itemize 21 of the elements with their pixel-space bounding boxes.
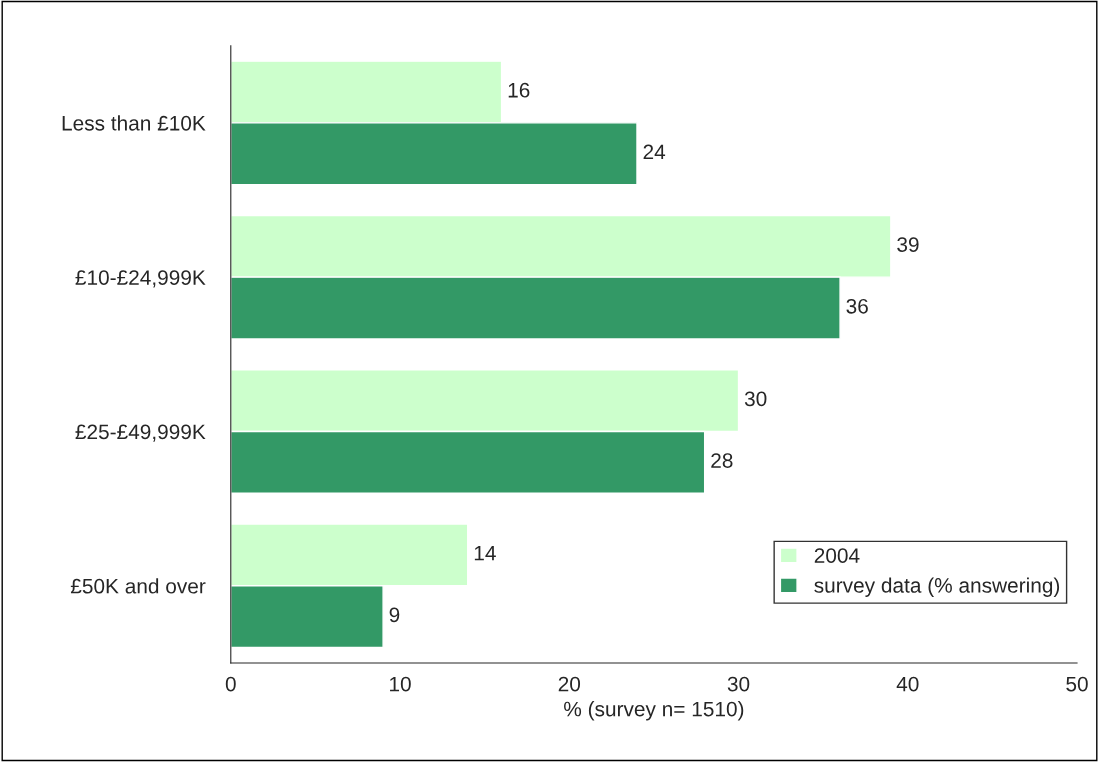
legend-label: survey data (% answering)	[814, 577, 1060, 597]
data-label: 16	[508, 82, 530, 98]
y-tick-label: £25-£49,999K	[75, 424, 206, 442]
x-tick-label: 40	[896, 676, 919, 692]
data-label: 36	[846, 298, 868, 314]
data-label: 24	[643, 144, 666, 160]
x-tick-label: 0	[225, 676, 236, 692]
y-tick-label: £10-£24,999K	[75, 270, 206, 288]
data-label: 14	[474, 545, 496, 561]
y-tick-label: £50K and over	[70, 578, 206, 594]
x-axis-title: % (survey n= 1510)	[564, 701, 744, 721]
y-tick-label: Less than £10K	[62, 115, 206, 131]
data-label: 9	[389, 607, 400, 623]
legend-label: 2004	[814, 548, 860, 563]
x-tick-label: 10	[390, 676, 411, 692]
data-label: 39	[897, 237, 919, 252]
x-tick-label: 20	[558, 676, 581, 692]
data-label: 28	[711, 453, 733, 468]
data-label: 30	[744, 391, 767, 407]
x-tick-label: 50	[1066, 676, 1088, 692]
x-tick-label: 30	[727, 676, 750, 692]
